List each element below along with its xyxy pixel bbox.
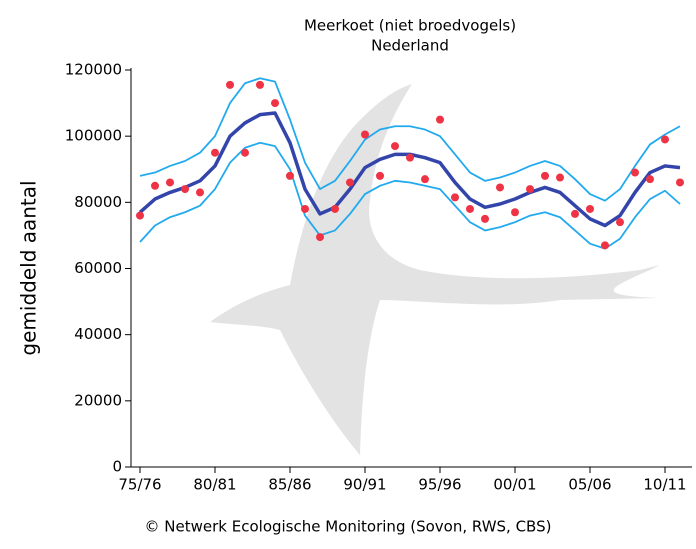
data-point (256, 80, 264, 89)
data-point (676, 178, 684, 187)
data-point (391, 142, 399, 151)
data-point (481, 214, 489, 223)
x-tick-label: 95/96 (418, 476, 461, 494)
data-point (436, 115, 444, 124)
data-point (496, 183, 504, 192)
data-point (511, 208, 519, 217)
y-tick-label: 60000 (74, 259, 122, 277)
data-point (316, 233, 324, 242)
data-point (241, 148, 249, 157)
data-point (271, 99, 279, 108)
data-point (361, 130, 369, 139)
data-point (556, 173, 564, 182)
x-tick-label: 05/06 (568, 476, 611, 494)
data-point (151, 181, 159, 190)
data-point (406, 153, 414, 162)
x-tick-label: 90/91 (343, 476, 386, 494)
data-point (136, 211, 144, 220)
chart-title: Meerkoet (niet broedvogels) (304, 17, 516, 35)
data-point (331, 204, 339, 213)
y-tick-label: 80000 (74, 193, 122, 211)
chart-subtitle: Nederland (371, 37, 449, 55)
data-point (181, 185, 189, 194)
data-point (616, 218, 624, 227)
footer: © Netwerk Ecologische Monitoring (Sovon,… (145, 518, 552, 536)
y-tick-label: 0 (112, 458, 122, 476)
series-line (139, 141, 681, 250)
data-point (526, 185, 534, 194)
x-tick-label: 00/01 (493, 476, 536, 494)
bird-silhouette (210, 84, 660, 455)
data-point (466, 204, 474, 213)
x-tick-label: 80/81 (193, 476, 236, 494)
data-point (346, 178, 354, 187)
data-point (586, 204, 594, 213)
series-line (138, 111, 681, 228)
x-tick-label: 75/76 (118, 476, 161, 494)
data-point (421, 175, 429, 184)
data-point (226, 80, 234, 89)
data-point (571, 209, 579, 218)
y-axis-label: gemiddeld aantal (17, 180, 41, 355)
data-point (376, 171, 384, 180)
data-point (286, 171, 294, 180)
x-tick-label: 85/86 (268, 476, 311, 494)
data-point (166, 178, 174, 187)
series-line (139, 77, 681, 202)
data-point (661, 135, 669, 144)
data-point (451, 193, 459, 202)
x-tick-label: 10/11 (643, 476, 686, 494)
data-point (301, 204, 309, 213)
data-point (196, 188, 204, 197)
y-tick-label: 100000 (65, 127, 122, 145)
data-point (541, 171, 549, 180)
data-point (601, 241, 609, 250)
data-point (631, 168, 639, 177)
y-tick-label: 40000 (74, 325, 122, 343)
data-point (646, 175, 654, 184)
data-point (211, 148, 219, 157)
y-tick-label: 120000 (65, 61, 122, 79)
y-tick-label: 20000 (74, 391, 122, 409)
